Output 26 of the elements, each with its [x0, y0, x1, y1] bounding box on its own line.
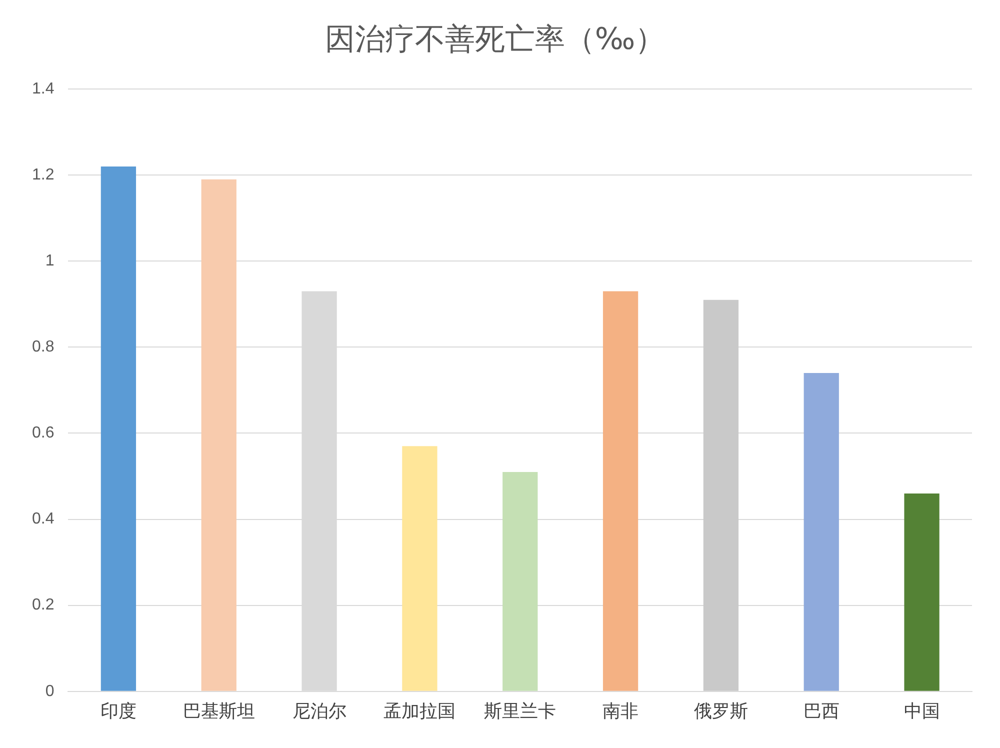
bar: [804, 372, 839, 691]
y-tick-label: 1: [45, 252, 54, 270]
bar: [602, 291, 638, 691]
bar: [904, 493, 940, 691]
x-tick-label: 俄罗斯: [694, 700, 748, 722]
x-tick-label: 印度: [100, 700, 136, 722]
bar: [502, 472, 538, 691]
x-tick-label: 南非: [602, 700, 639, 722]
bar: [402, 446, 438, 691]
y-tick-label: 0.8: [32, 338, 54, 356]
x-tick-label: 尼泊尔: [292, 700, 346, 722]
y-tick-label: 0.4: [32, 510, 54, 528]
y-tick-label: 1.4: [32, 80, 54, 98]
y-tick-label: 1.2: [32, 166, 54, 184]
x-tick-label: 巴西: [803, 700, 840, 722]
x-tick-label: 孟加拉国: [384, 700, 456, 722]
chart-title: 因治疗不善死亡率（‰）: [324, 22, 666, 57]
y-tick-label: 0.6: [32, 424, 54, 442]
bar: [201, 179, 236, 691]
x-tick-label: 斯里兰卡: [484, 700, 556, 722]
y-tick-label: 0.2: [32, 596, 54, 614]
x-tick-label: 巴基斯坦: [182, 700, 255, 722]
x-tick-label: 中国: [904, 700, 940, 722]
bar: [703, 300, 739, 691]
y-tick-label: 0: [45, 682, 54, 700]
bar: [100, 166, 136, 691]
